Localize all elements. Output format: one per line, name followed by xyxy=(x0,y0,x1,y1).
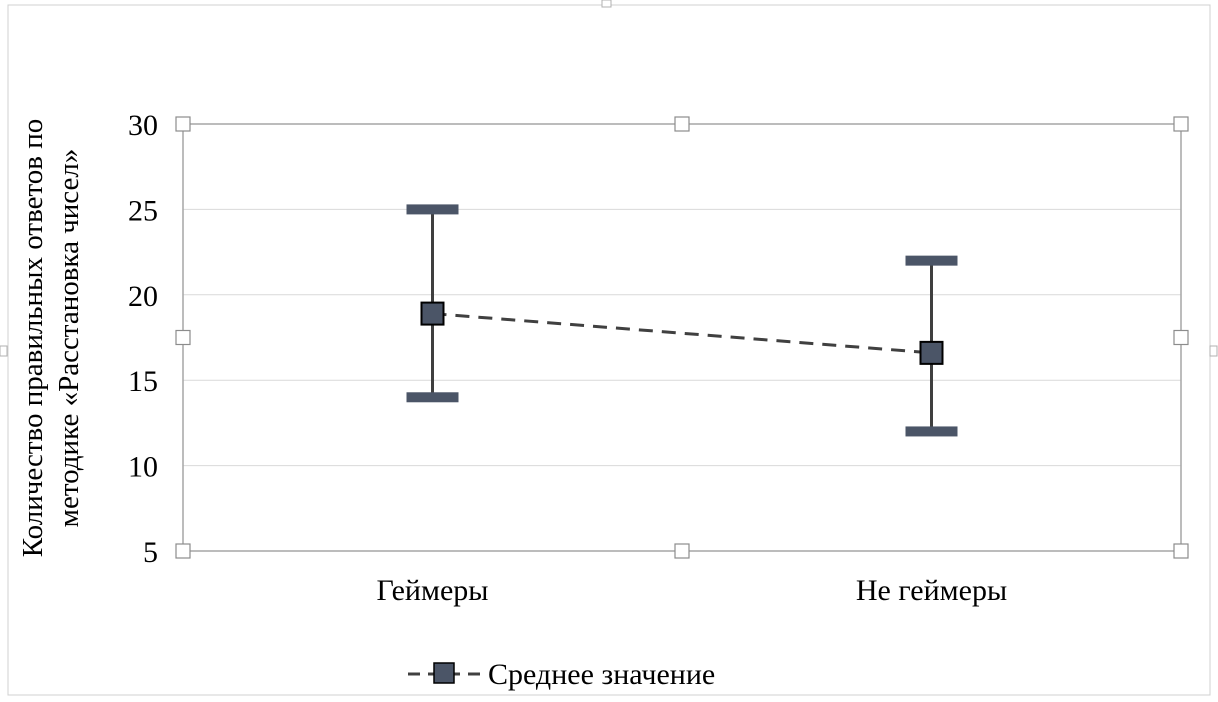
y-axis-title: Количество правильных ответов по методик… xyxy=(17,119,85,557)
y-tick-label: 20 xyxy=(128,280,158,313)
plot-area-handle[interactable] xyxy=(175,329,191,346)
legend-marker-swatch xyxy=(433,662,455,684)
error-bar-cap-upper[interactable] xyxy=(905,255,958,266)
y-axis-title-line-1: Количество правильных ответов по xyxy=(17,119,49,557)
y-tick-label: 25 xyxy=(128,194,158,227)
error-bar-cap-upper[interactable] xyxy=(406,204,459,215)
plot-area-border[interactable] xyxy=(182,123,1182,552)
plot-area-handle[interactable] xyxy=(674,543,690,559)
legend-label: Среднее значение xyxy=(488,658,715,691)
plot-area-handle[interactable] xyxy=(674,116,690,132)
chart-area-frame[interactable] xyxy=(7,4,1211,696)
y-axis-title-line-2: методике «Расстановка чисел» xyxy=(53,149,85,528)
y-tick-label: 15 xyxy=(128,365,158,398)
plot-area-handle[interactable] xyxy=(1173,116,1189,132)
plot-area-handle[interactable] xyxy=(175,543,191,559)
legend[interactable]: Среднее значение xyxy=(408,658,715,691)
series-mean xyxy=(406,204,958,437)
data-point-marker[interactable] xyxy=(919,340,944,365)
error-bar-cap-lower[interactable] xyxy=(406,392,459,403)
y-axis-ticks: 5 10 15 20 25 30 xyxy=(128,109,158,569)
data-point-marker[interactable] xyxy=(420,301,445,326)
series-dashed-line[interactable] xyxy=(432,312,932,355)
y-tick-label: 30 xyxy=(128,109,158,142)
chart-area-handle[interactable] xyxy=(1209,345,1218,357)
grid-layer xyxy=(183,208,1181,467)
chart-area-handle[interactable] xyxy=(601,0,612,8)
x-axis-categories: Геймеры Не геймеры xyxy=(377,574,1008,607)
plot-area-handle[interactable] xyxy=(1173,543,1189,559)
plot-area-handles xyxy=(175,116,1189,559)
chart-area-handle[interactable] xyxy=(0,345,8,357)
x-category-label: Геймеры xyxy=(377,574,489,607)
y-tick-label: 5 xyxy=(143,536,158,569)
plot-area-handle[interactable] xyxy=(1173,329,1189,346)
plot-area-handle[interactable] xyxy=(175,116,191,132)
error-bar-cap-lower[interactable] xyxy=(905,426,958,437)
x-category-label: Не геймеры xyxy=(856,574,1007,607)
y-tick-label: 10 xyxy=(128,451,158,484)
